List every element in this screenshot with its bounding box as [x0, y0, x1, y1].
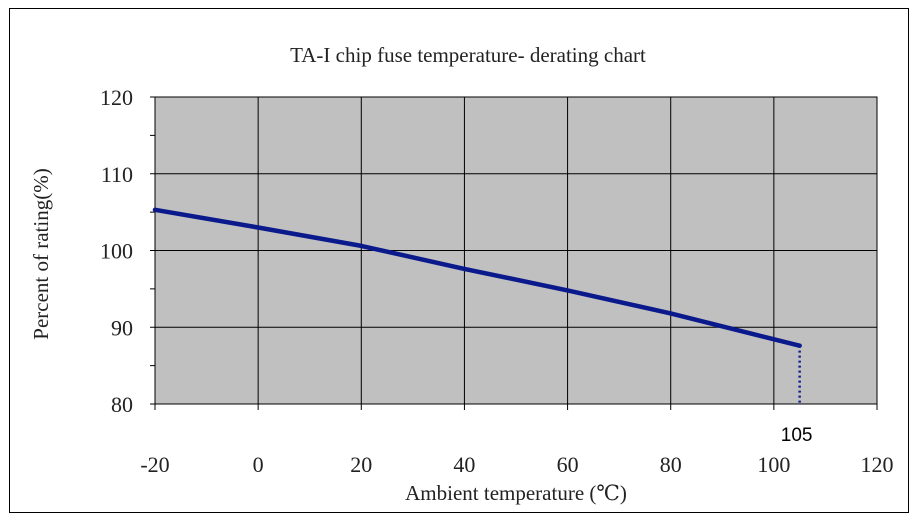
annotation-label-0: 105	[781, 425, 813, 446]
plot-area: 80 90 100 110 120 -20 0 20 40 60 80 100 120 105	[100, 85, 894, 477]
x-axis-label: Ambient temperature (℃)	[405, 481, 627, 505]
y-tick-label-2: 100	[100, 239, 133, 264]
data-point-0-1	[256, 225, 261, 230]
x-tick-label-6: 100	[757, 452, 790, 477]
y-tick-label-3: 110	[101, 162, 133, 187]
x-tick-label-3: 40	[453, 452, 475, 477]
chart-title: TA-I chip fuse temperature- derating cha…	[290, 43, 646, 67]
chart-frame	[9, 8, 909, 513]
x-tick-label-4: 60	[557, 452, 579, 477]
y-axis-label: Percent of rating(%)	[29, 168, 53, 339]
x-tick-label-0: -20	[140, 452, 169, 477]
x-tick-label-5: 80	[660, 452, 682, 477]
data-point-0-3	[462, 266, 467, 271]
data-point-0-5	[668, 311, 673, 316]
x-tick-label-1: 0	[253, 452, 264, 477]
data-point-0-0	[153, 207, 157, 212]
y-tick-label-0: 80	[111, 392, 133, 417]
data-point-0-4	[565, 288, 570, 293]
y-tick-label-4: 120	[100, 85, 133, 110]
data-point-0-2	[359, 243, 364, 248]
x-tick-label-7: 120	[861, 452, 894, 477]
x-tick-label-2: 20	[350, 452, 372, 477]
y-tick-label-1: 90	[111, 315, 133, 340]
